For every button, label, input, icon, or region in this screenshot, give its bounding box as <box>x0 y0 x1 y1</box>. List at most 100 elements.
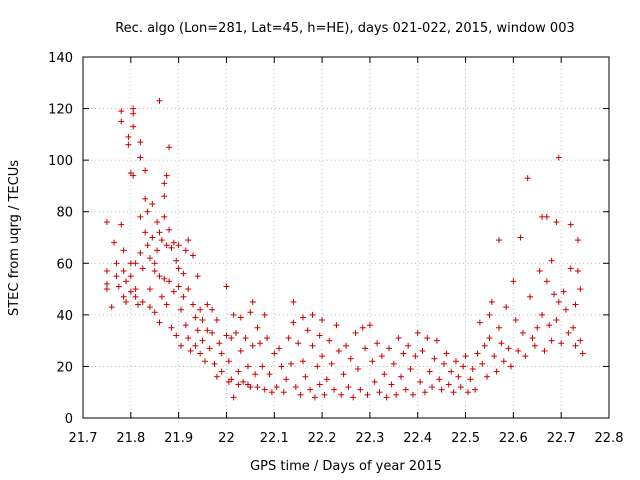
data-point <box>347 355 354 362</box>
data-point <box>182 247 189 254</box>
data-point <box>146 255 153 262</box>
data-point <box>486 335 493 342</box>
data-point <box>166 144 173 151</box>
data-point <box>197 306 204 313</box>
data-point <box>577 286 584 293</box>
grid-lines <box>83 57 609 418</box>
data-point <box>273 384 280 391</box>
data-point <box>474 350 481 357</box>
y-tick-label: 100 <box>48 154 73 169</box>
data-point <box>223 332 230 339</box>
data-point <box>161 193 168 200</box>
data-point <box>414 329 421 336</box>
data-point <box>558 340 565 347</box>
axis-ticks <box>82 56 610 419</box>
data-point <box>321 391 328 398</box>
data-point <box>201 358 208 365</box>
data-point <box>175 242 182 249</box>
data-point <box>531 342 538 349</box>
x-tick-label: 21.9 <box>164 431 193 446</box>
data-point <box>383 394 390 401</box>
data-point <box>115 283 122 290</box>
data-point <box>543 213 550 220</box>
data-point <box>455 373 462 380</box>
data-point <box>216 340 223 347</box>
data-point <box>261 311 268 318</box>
data-point <box>240 378 247 385</box>
data-point <box>352 329 359 336</box>
y-tick-label: 0 <box>65 412 73 427</box>
data-point <box>438 386 445 393</box>
data-point <box>199 317 206 324</box>
data-point <box>441 360 448 367</box>
data-point <box>457 384 464 391</box>
data-point <box>108 304 115 311</box>
data-point <box>163 242 170 249</box>
data-point <box>319 317 326 324</box>
data-point <box>479 360 486 367</box>
data-point <box>254 324 261 331</box>
data-point <box>237 314 244 321</box>
data-point <box>400 350 407 357</box>
data-point <box>527 293 534 300</box>
data-point <box>314 363 321 370</box>
data-point <box>218 350 225 357</box>
data-point <box>144 242 151 249</box>
data-point <box>524 175 531 182</box>
data-point <box>204 301 211 308</box>
data-point <box>323 376 330 383</box>
data-point <box>338 391 345 398</box>
data-point <box>309 342 316 349</box>
data-point <box>151 268 158 275</box>
data-point <box>402 386 409 393</box>
data-point <box>472 386 479 393</box>
x-axis-label: GPS time / Days of year 2015 <box>250 459 442 474</box>
data-point <box>132 260 139 267</box>
data-point <box>130 172 137 179</box>
data-point <box>572 342 579 349</box>
data-point <box>252 371 259 378</box>
data-point <box>213 317 220 324</box>
data-point <box>163 172 170 179</box>
data-point <box>123 278 130 285</box>
data-point <box>498 340 505 347</box>
data-point <box>137 154 144 161</box>
data-point <box>154 247 161 254</box>
data-point <box>460 363 467 370</box>
data-point <box>290 298 297 305</box>
y-tick-label: 140 <box>48 51 73 66</box>
data-point <box>142 167 149 174</box>
data-point <box>431 355 438 362</box>
x-tick-label: 22.3 <box>355 431 384 446</box>
data-point <box>433 337 440 344</box>
data-point <box>194 327 201 334</box>
data-point <box>426 368 433 375</box>
data-point <box>194 273 201 280</box>
data-point <box>242 335 249 342</box>
data-point <box>436 376 443 383</box>
data-point <box>443 350 450 357</box>
data-point <box>510 278 517 285</box>
data-point <box>144 208 151 215</box>
data-point <box>362 345 369 352</box>
data-point <box>333 322 340 329</box>
data-point <box>366 322 373 329</box>
y-tick-label: 20 <box>56 360 73 375</box>
data-point <box>462 353 469 360</box>
data-point <box>553 219 560 226</box>
data-point <box>505 345 512 352</box>
data-point <box>213 373 220 380</box>
data-point <box>276 345 283 352</box>
data-point <box>388 381 395 388</box>
data-point <box>295 340 302 347</box>
data-point <box>555 298 562 305</box>
data-point <box>132 293 139 300</box>
data-point <box>163 301 170 308</box>
data-point <box>412 353 419 360</box>
data-point <box>235 368 242 375</box>
data-point <box>156 229 163 236</box>
data-point <box>484 373 491 380</box>
data-point <box>209 329 216 336</box>
data-point <box>304 327 311 334</box>
data-point <box>421 389 428 396</box>
